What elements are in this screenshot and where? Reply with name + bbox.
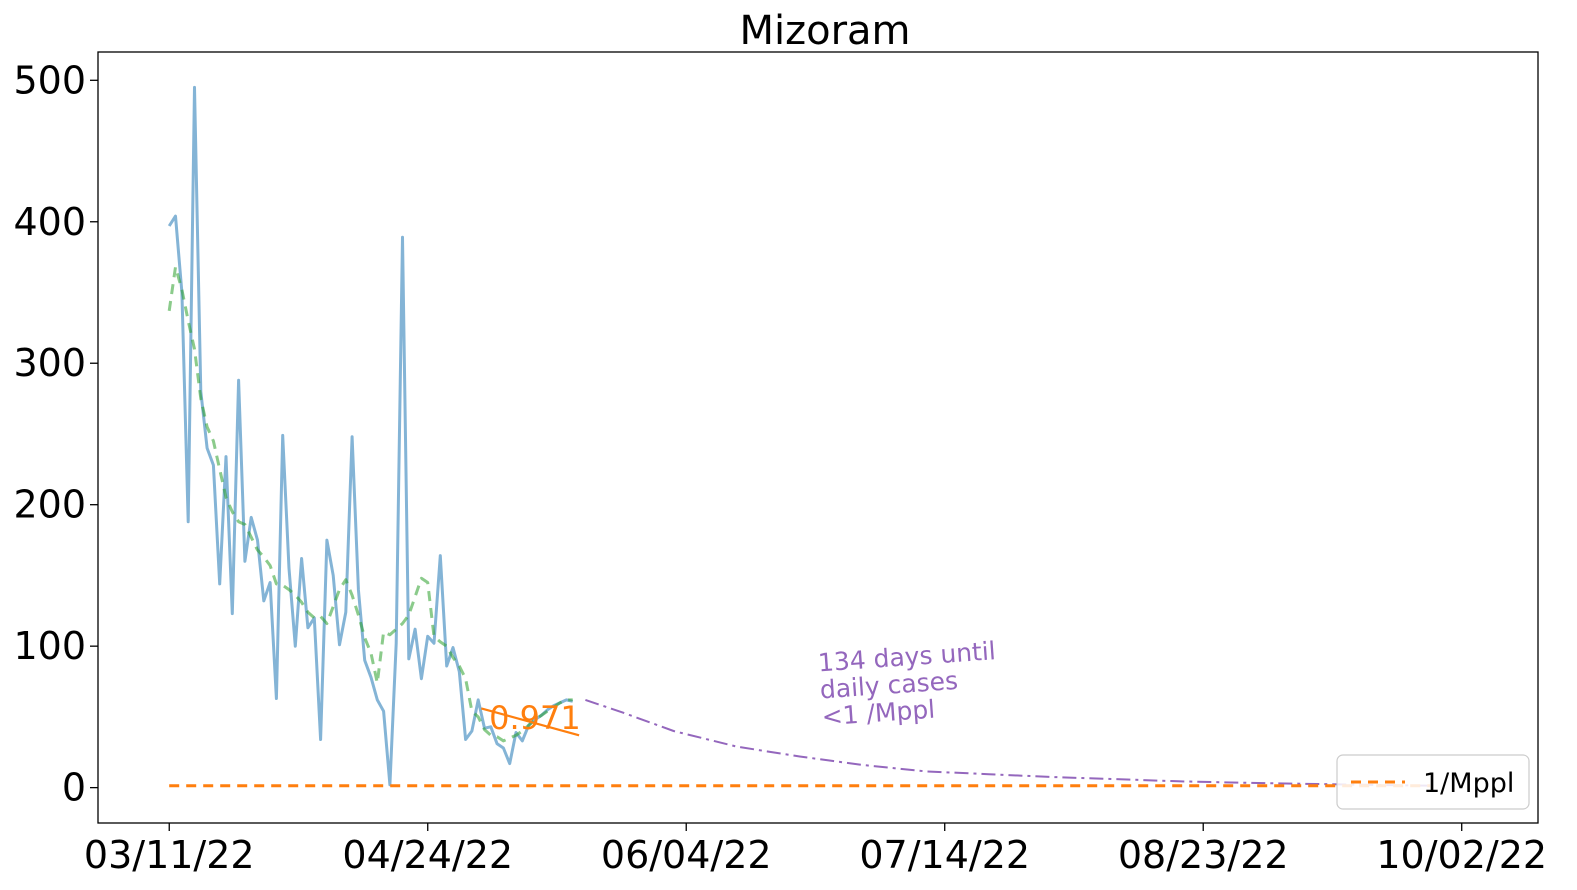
- y-tick-label: 500: [13, 58, 86, 102]
- y-tick-label: 400: [13, 200, 86, 244]
- chart-title: Mizoram: [739, 8, 910, 54]
- legend-box: [1336, 754, 1530, 810]
- x-tick-label: 03/11/22: [84, 833, 255, 877]
- y-tick-label: 200: [13, 483, 86, 527]
- y-tick-label: 0: [62, 766, 86, 810]
- x-tick-label: 06/04/22: [601, 833, 772, 877]
- legend: 1/Mppl: [1336, 754, 1530, 810]
- series-line-1: [167, 265, 573, 743]
- x-tick-label: 07/14/22: [859, 833, 1030, 877]
- series-line-2: [481, 707, 580, 737]
- plot-frame: [97, 51, 1539, 824]
- x-tick-label: 04/24/22: [342, 833, 513, 877]
- x-tick-label: 10/02/22: [1376, 833, 1547, 877]
- axes: 03/11/22 04/24/22 06/04/22 07/14/22 08/23/22…: [13, 51, 1547, 877]
- legend-label: 1/Mppl: [1423, 768, 1514, 799]
- y-tick-label: 100: [13, 624, 86, 668]
- plot-area: [167, 85, 1431, 788]
- series-line-0: [167, 85, 574, 787]
- series-line-3: [585, 698, 1431, 787]
- fit-rate-label: 0.971: [489, 699, 581, 737]
- y-tick-label: 300: [13, 341, 86, 385]
- x-tick-label: 08/23/22: [1118, 833, 1289, 877]
